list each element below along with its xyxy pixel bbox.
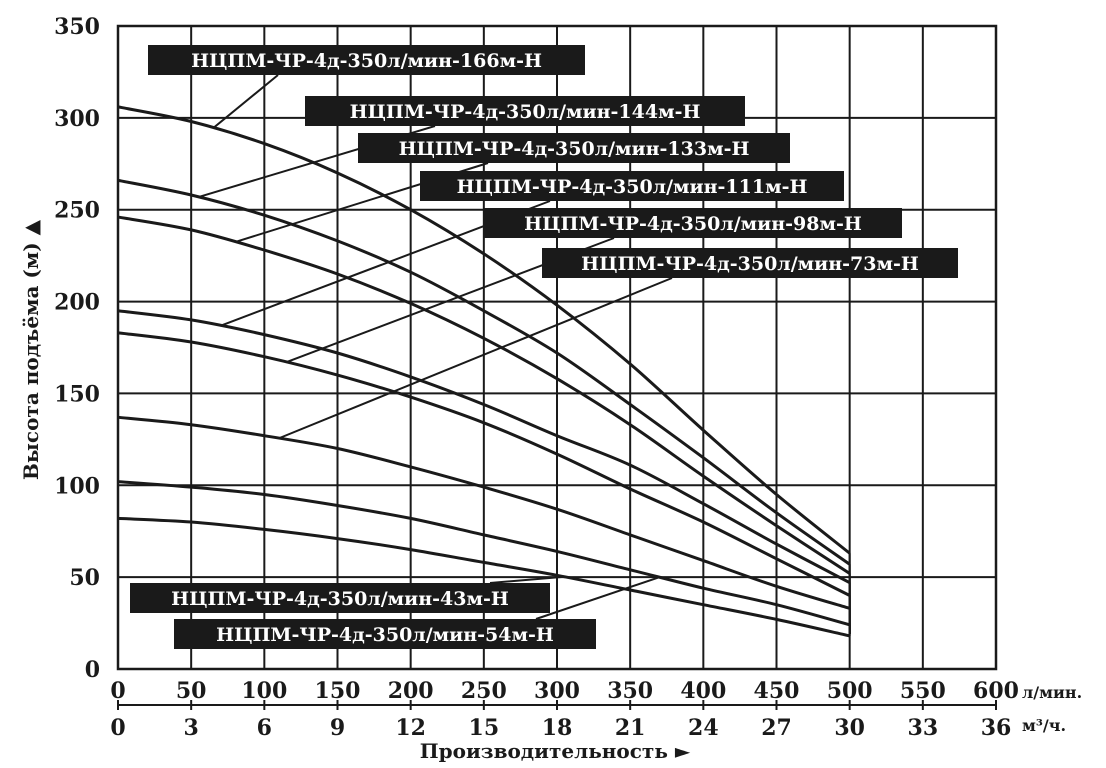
x-tick-label-m3h: 27 [761,715,792,741]
x-tick-label-m3h: 33 [908,715,939,741]
curve-label-box [174,619,596,649]
curve-label-text: НЦПМ-ЧР-4д-350л/мин-111м-Н [457,176,808,198]
curve-label-text: НЦПМ-ЧР-4д-350л/мин-98м-Н [524,213,862,235]
y-tick-label: 0 [85,657,100,683]
curve-label-box [358,133,790,163]
x-tick-label-lpm: 0 [110,678,125,704]
curve-label-text: НЦПМ-ЧР-4д-350л/мин-54м-Н [216,624,554,646]
y-tick-label: 350 [54,14,100,40]
x-tick-label-m3h: 9 [330,715,345,741]
x-tick-label-lpm: 500 [827,678,873,704]
y-tick-label: 200 [54,290,100,316]
curve-label-box [420,171,844,201]
y-tick-label: 50 [69,565,100,591]
x-tick-label-lpm: 300 [534,678,580,704]
x-tick-label-m3h: 36 [981,715,1012,741]
curve-label-text: НЦПМ-ЧР-4д-350л/мин-43м-Н [171,588,509,610]
curve-label-box [148,45,585,75]
y-tick-label: 250 [54,198,100,224]
x-tick-label-m3h: 18 [542,715,573,741]
x-tick-label-lpm: 200 [388,678,434,704]
x-tick-label-lpm: 450 [754,678,800,704]
label-leader-line [535,576,660,620]
x-tick-label-m3h: 24 [688,715,719,741]
curve-label-text: НЦПМ-ЧР-4д-350л/мин-73м-Н [581,253,919,275]
curve-label-box [484,208,902,238]
x-tick-label-lpm: 550 [900,678,946,704]
label-leader-line [489,575,565,584]
x-tick-label-m3h: 0 [110,715,125,741]
x-unit-secondary: м³/ч. [1022,716,1066,735]
curve-labels: НЦПМ-ЧР-4д-350л/мин-166м-Н НЦПМ-ЧР-4д-350… [130,45,958,649]
curve-label-text: НЦПМ-ЧР-4д-350л/мин-133м-Н [399,138,750,160]
curve-line [117,178,851,566]
x-tick-label-lpm: 150 [315,678,361,704]
y-tick-label: 300 [54,106,100,132]
x-tick-label-m3h: 15 [469,715,500,741]
curve-line [117,105,851,555]
curve-line [117,309,851,585]
curve-label-box [542,248,958,278]
x-tick-label-lpm: 250 [461,678,507,704]
plot-frame [116,24,998,671]
x-tick-label-m3h: 21 [615,715,646,741]
curve-label-text: НЦПМ-ЧР-4д-350л/мин-166м-Н [191,50,542,72]
curve-label-text: НЦПМ-ЧР-4д-350л/мин-144м-Н [350,101,701,123]
curve-line [117,215,851,575]
curve-label-box [130,583,550,613]
y-tick-label: 150 [54,381,100,407]
curves [117,105,851,638]
y-tick-label: 100 [54,473,100,499]
x-tick-label-lpm: 600 [973,678,1019,704]
x-unit-primary: л/мин. [1022,683,1082,702]
x-tick-label-m3h: 30 [834,715,865,741]
x-tick-label-m3h: 3 [184,715,199,741]
x-tick-label-lpm: 350 [607,678,653,704]
y-axis-title: Высота подъёма (м) ▲ [19,219,43,480]
curve-line [117,480,851,627]
curve-line [117,516,851,638]
curve-line [117,331,851,597]
x-tick-label-m3h: 12 [395,715,426,741]
x-axis-title: Производительность ► [420,739,691,763]
x-tick-label-lpm: 400 [680,678,726,704]
x-tick-label-lpm: 100 [241,678,287,704]
label-leader-line [278,277,673,440]
label-leader-line [212,74,279,129]
x-tick-label-m3h: 6 [257,715,272,741]
curve-line [117,415,851,610]
curve-label-box [305,96,745,126]
x-tick-label-lpm: 50 [176,678,207,704]
